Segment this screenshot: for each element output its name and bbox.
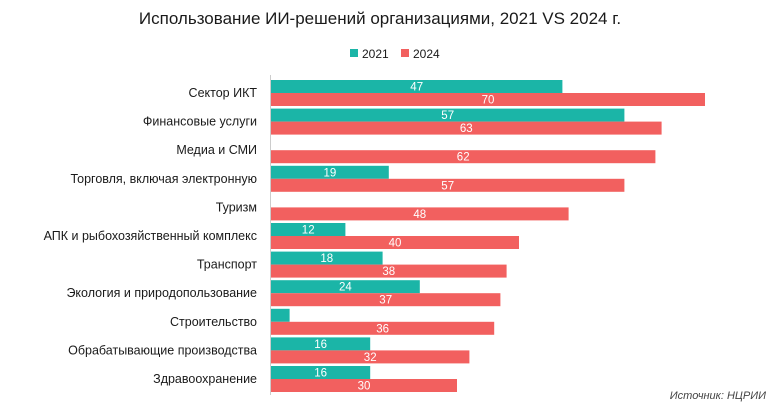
value-label-2024: 40 — [389, 238, 402, 250]
bar-2021 — [271, 80, 563, 93]
bar-2024 — [271, 121, 662, 135]
value-label-2024: 30 — [358, 381, 371, 393]
category-label: Медиа и СМИ — [176, 143, 257, 157]
value-label-2024: 48 — [413, 209, 426, 221]
bar-2024 — [271, 379, 457, 392]
value-label-2021: 47 — [410, 82, 423, 94]
category-label: Экология и природопользование — [66, 286, 257, 300]
bar-2024 — [271, 350, 470, 364]
legend-label-2021: 2021 — [362, 47, 389, 61]
value-label-2024: 62 — [457, 152, 470, 164]
bar-2021 — [271, 108, 625, 122]
value-label-2024: 57 — [441, 180, 454, 192]
category-label: Здравоохранение — [153, 372, 257, 386]
legend: 2021 2024 — [350, 47, 440, 61]
value-label-2021: 18 — [320, 253, 333, 265]
category-label: АПК и рыбохозяйственный комплекс — [44, 229, 257, 243]
category-label: Обрабатывающие производства — [68, 343, 257, 357]
bar-2021 — [271, 223, 346, 236]
category-label: Финансовые услуги — [143, 115, 257, 129]
category-label: Строительство — [170, 315, 257, 329]
bar-2021 — [271, 308, 290, 322]
source-note: Источник: НЦРИИ — [670, 390, 766, 402]
value-label-2024: 36 — [376, 323, 389, 335]
chart-title: Использование ИИ-решений организациями, … — [139, 9, 621, 28]
value-label-2021: 16 — [314, 339, 327, 351]
bar-2021 — [271, 366, 371, 379]
bar-2021 — [271, 337, 371, 351]
bars: 47 70 57 63 62 19 57 48 12 40 18 38 24 37 36 16 32 16 30 — [271, 80, 705, 393]
bar-2024 — [271, 264, 507, 278]
bar-2024 — [271, 93, 705, 106]
value-label-2021: 57 — [441, 110, 454, 122]
value-label-2024: 32 — [364, 352, 377, 364]
value-label-2021: 24 — [339, 282, 352, 294]
legend-swatch-2021 — [350, 49, 358, 57]
value-label-2024: 37 — [379, 295, 392, 307]
bar-2021 — [271, 280, 420, 294]
category-label: Туризм — [216, 200, 257, 214]
bar-2024 — [271, 207, 569, 221]
bar-2021 — [271, 165, 389, 179]
value-label-2024: 38 — [382, 266, 395, 278]
category-label: Транспорт — [197, 258, 257, 272]
bar-2024 — [271, 178, 625, 192]
category-labels: Сектор ИКТ Финансовые услуги Медиа и СМИ То… — [44, 86, 258, 386]
value-label-2021: 16 — [314, 368, 327, 380]
value-label-2021: 12 — [302, 225, 315, 237]
value-label-2024: 63 — [460, 123, 473, 135]
bar-2024 — [271, 293, 501, 307]
category-label: Торговля, включая электронную — [70, 172, 257, 186]
bar-2024 — [271, 321, 495, 335]
legend-label-2024: 2024 — [413, 47, 440, 61]
bar-2021 — [271, 251, 383, 265]
category-label: Сектор ИКТ — [189, 86, 258, 100]
legend-swatch-2024 — [401, 49, 409, 57]
bar-2024 — [271, 150, 656, 164]
value-label-2021: 19 — [324, 167, 337, 179]
value-label-2024: 70 — [482, 95, 495, 107]
bar-2024 — [271, 236, 519, 249]
